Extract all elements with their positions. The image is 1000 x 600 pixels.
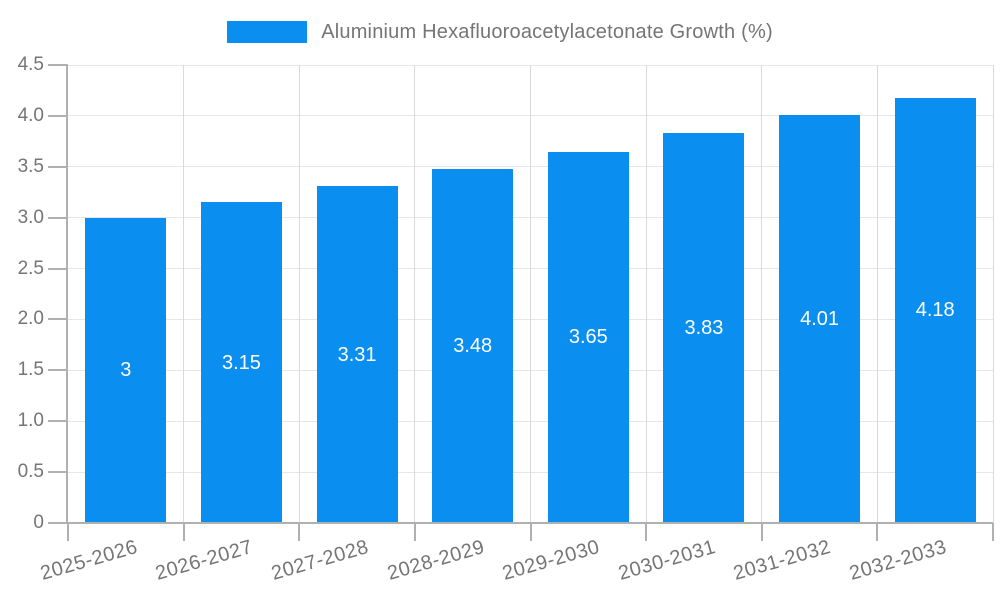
y-axis-tick <box>48 165 68 168</box>
bar[interactable] <box>547 151 629 523</box>
bar-value-label: 3.65 <box>568 326 608 349</box>
x-tick-label: 2027-2028 <box>268 536 372 585</box>
legend-swatch-icon <box>227 21 308 43</box>
gridline-vertical <box>183 65 185 523</box>
x-tick-label: 2032-2033 <box>846 536 950 585</box>
x-axis-tick <box>529 523 532 541</box>
x-tick-label: 2029-2030 <box>500 536 603 585</box>
bar[interactable] <box>779 114 861 523</box>
y-axis-tick <box>48 420 68 423</box>
y-tick-label: 0 <box>33 512 44 533</box>
bar[interactable] <box>894 97 976 523</box>
bar[interactable] <box>200 202 282 523</box>
x-axis-tick <box>67 523 69 541</box>
y-axis-tick <box>48 64 68 66</box>
y-tick-label: 1.5 <box>17 359 44 381</box>
x-axis-tick <box>760 523 763 541</box>
gridline-vertical <box>414 65 416 523</box>
y-tick-label: 2.5 <box>17 257 44 279</box>
bar-value-label: 4.18 <box>915 299 955 322</box>
x-tick-label: 2030-2031 <box>615 536 719 585</box>
y-axis-line <box>66 65 68 523</box>
y-axis-tick <box>48 216 68 219</box>
gridline-vertical <box>876 65 878 523</box>
bar-value-label: 3.83 <box>684 317 724 340</box>
x-axis-tick <box>645 523 648 541</box>
legend-label: Aluminium Hexafluoroacetylacetonate Grow… <box>321 20 773 43</box>
y-axis-tick <box>48 318 68 321</box>
gridline-vertical <box>992 65 994 523</box>
y-axis-tick <box>48 114 68 117</box>
y-tick-label: 4.0 <box>17 104 44 126</box>
x-axis-tick <box>298 523 301 541</box>
x-axis-tick <box>413 523 416 541</box>
y-tick-label: 3.5 <box>17 155 44 177</box>
y-tick-label: 0.5 <box>17 461 44 483</box>
x-tick-label: 2026-2027 <box>153 536 256 585</box>
bar[interactable] <box>316 186 398 523</box>
y-axis-tick <box>48 522 68 524</box>
bar-value-label: 3 <box>120 359 132 382</box>
x-axis-tick <box>182 523 185 541</box>
gridline-vertical <box>530 65 531 523</box>
x-axis-tick <box>876 523 879 541</box>
x-tick-label: 2028-2029 <box>384 536 487 585</box>
gridline-vertical <box>298 65 300 523</box>
bar-value-label: 3.48 <box>453 334 493 357</box>
gridline-vertical <box>645 65 647 523</box>
bar-value-label: 3.15 <box>221 351 261 374</box>
bar[interactable] <box>85 217 167 523</box>
x-axis-tick <box>992 523 994 541</box>
y-axis-tick <box>48 267 68 270</box>
bar[interactable] <box>663 133 745 523</box>
bar-value-label: 3.31 <box>337 343 377 366</box>
x-tick-label: 2025-2026 <box>37 536 140 585</box>
y-tick-label: 1.0 <box>17 410 44 432</box>
bar[interactable] <box>432 168 514 523</box>
gridline-vertical <box>761 65 763 523</box>
legend[interactable]: Aluminium Hexafluoroacetylacetonate Grow… <box>0 18 1000 46</box>
y-tick-label: 2.0 <box>17 308 44 330</box>
y-tick-label: 3.0 <box>17 206 44 228</box>
y-tick-label: 4.5 <box>17 54 44 75</box>
x-tick-label: 2031-2032 <box>731 536 834 585</box>
y-axis-tick <box>48 471 68 474</box>
y-axis-tick <box>48 369 68 372</box>
plot-area: 3 3.15 3.31 3.48 3.65 3.83 4.01 4.18 <box>68 64 994 523</box>
bar-value-label: 4.01 <box>800 307 840 330</box>
